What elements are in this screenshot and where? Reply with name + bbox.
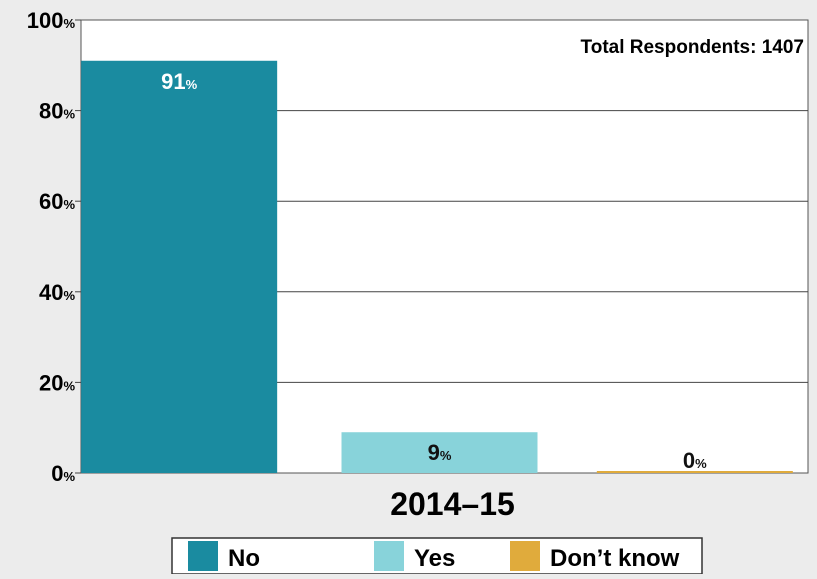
y-tick-label-suffix: %: [63, 288, 75, 303]
data-label-0-suffix: %: [186, 77, 198, 92]
y-tick-label: 20%: [39, 370, 75, 395]
legend-label-1: Yes: [414, 545, 455, 572]
legend-swatch-1: [374, 541, 404, 571]
y-tick-label-value: 60: [39, 189, 63, 214]
y-tick-label: 60%: [39, 189, 75, 214]
bar-2: [596, 471, 793, 473]
data-label-2-suffix: %: [695, 456, 707, 471]
y-tick-label: 80%: [39, 99, 75, 124]
data-label-1-suffix: %: [440, 448, 452, 463]
y-tick-label-value: 0: [51, 461, 63, 486]
legend-box: [171, 537, 703, 575]
y-tick-label-value: 20: [39, 370, 63, 395]
data-label-1: 9%: [428, 440, 452, 465]
y-tick-label-suffix: %: [63, 197, 75, 212]
legend-label-0: No: [228, 545, 260, 572]
data-label-2: 0%: [683, 448, 707, 473]
y-tick-label: 0%: [51, 461, 75, 486]
y-tick-label-suffix: %: [63, 107, 75, 122]
data-label-0-value: 91: [161, 69, 185, 94]
y-tick-label: 100%: [27, 8, 76, 33]
y-tick-label: 40%: [39, 280, 75, 305]
data-label-2-value: 0: [683, 448, 695, 473]
total-respondents-annotation: Total Respondents: 1407: [581, 37, 804, 58]
y-tick-label-suffix: %: [63, 16, 75, 31]
legend-swatch-2: [510, 541, 540, 571]
x-axis-label: 2014–15: [390, 486, 515, 522]
legend-swatch-0: [188, 541, 218, 571]
bar-0: [81, 60, 278, 474]
y-tick-label-value: 80: [39, 99, 63, 124]
y-tick-label-suffix: %: [63, 378, 75, 393]
data-label-1-value: 9: [428, 440, 440, 465]
y-tick-label-value: 40: [39, 280, 63, 305]
bar-1: [341, 432, 538, 473]
y-tick-label-value: 100: [27, 8, 64, 33]
legend-label-2: Don’t know: [550, 545, 680, 572]
data-label-0: 91%: [161, 69, 197, 94]
y-tick-label-suffix: %: [63, 469, 75, 484]
